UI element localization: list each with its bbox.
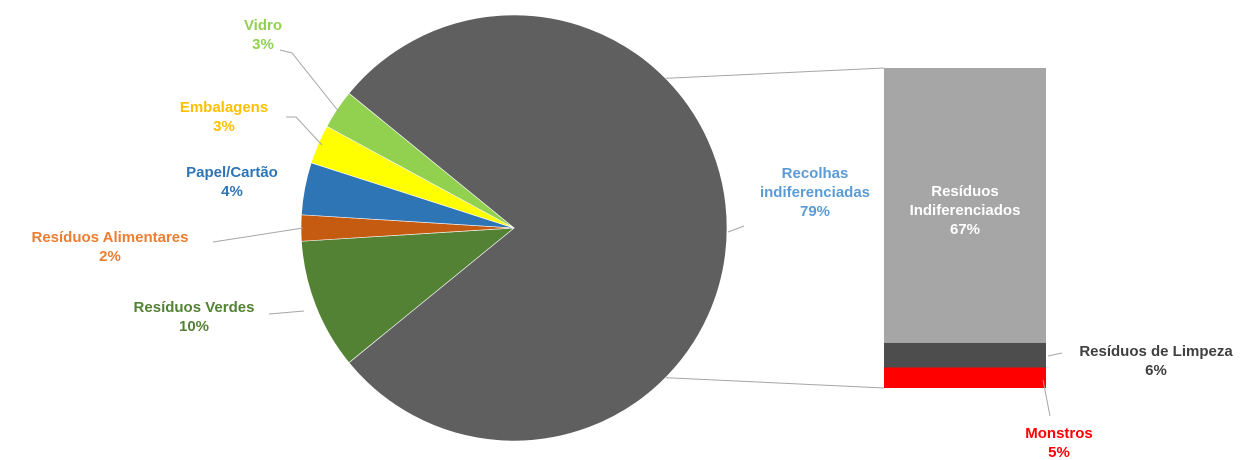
data-label-line: 67% (950, 221, 980, 238)
data-label-residuos-de-limpeza: Resíduos de Limpeza 6% (1079, 343, 1233, 379)
data-label-line: Resíduos Verdes (134, 299, 255, 316)
data-label-vidro: Vidro 3% (244, 17, 282, 53)
stacked-bar (884, 68, 1046, 388)
data-label-recolhas-indiferenciadas: Recolhas indiferenciadas 79% (760, 165, 870, 220)
bar-segment-residuos-de-limpeza (884, 342, 1046, 368)
bar-segment-residuos-indiferenciados (884, 68, 1046, 343)
leader-lines (212, 49, 1063, 417)
pie (300, 14, 728, 442)
data-label-residuos-alimentares: Resíduos Alimentares 2% (32, 229, 189, 265)
data-label-line: indiferenciadas (760, 184, 870, 201)
data-label-residuos-indiferenciados: Resíduos Indiferenciados 67% (910, 183, 1021, 238)
data-label-line: Monstros (1025, 425, 1093, 442)
data-labels: Recolhas indiferenciadas 79% Resíduos Verde… (32, 17, 1234, 460)
data-label-line: 6% (1145, 362, 1167, 379)
data-label-monstros: Monstros 5% (1025, 425, 1093, 460)
leader-line-recolhas-indiferenciadas (727, 225, 745, 233)
data-label-line: 79% (800, 203, 830, 220)
leader-line-embalagens (286, 116, 323, 146)
leader-line-monstros (1042, 379, 1051, 417)
data-label-line: 10% (179, 318, 209, 335)
data-label-line: 4% (221, 183, 243, 200)
leader-line-residuos-verdes (268, 310, 305, 315)
data-label-embalagens: Embalagens 3% (180, 99, 268, 135)
data-label-line: Indiferenciados (910, 202, 1021, 219)
data-label-line: Vidro (244, 17, 282, 34)
data-label-line: Resíduos de Limpeza (1079, 343, 1233, 360)
data-label-line: 2% (99, 248, 121, 265)
pie-slice-residuos-verdes (301, 227, 515, 364)
data-label-line: Papel/Cartão (186, 164, 278, 181)
data-label-line: Resíduos Alimentares (32, 229, 189, 246)
leader-line-vidro (279, 49, 340, 113)
data-label-line: Resíduos (931, 183, 999, 200)
data-label-line: 5% (1048, 444, 1070, 460)
data-label-line: 3% (252, 36, 274, 53)
leader-line-residuos-alimentares (212, 227, 304, 243)
leader-line-residuos-de-limpeza (1047, 352, 1063, 357)
bar-segment-monstros (884, 367, 1046, 388)
data-label-line: Embalagens (180, 99, 268, 116)
pie-slice-recolhas-indiferenciadas (348, 14, 728, 442)
data-label-line: Recolhas (782, 165, 849, 182)
data-label-line: 3% (213, 118, 235, 135)
data-label-residuos-verdes: Resíduos Verdes 10% (134, 299, 255, 335)
data-label-papel-cartao: Papel/Cartão 4% (186, 164, 278, 200)
